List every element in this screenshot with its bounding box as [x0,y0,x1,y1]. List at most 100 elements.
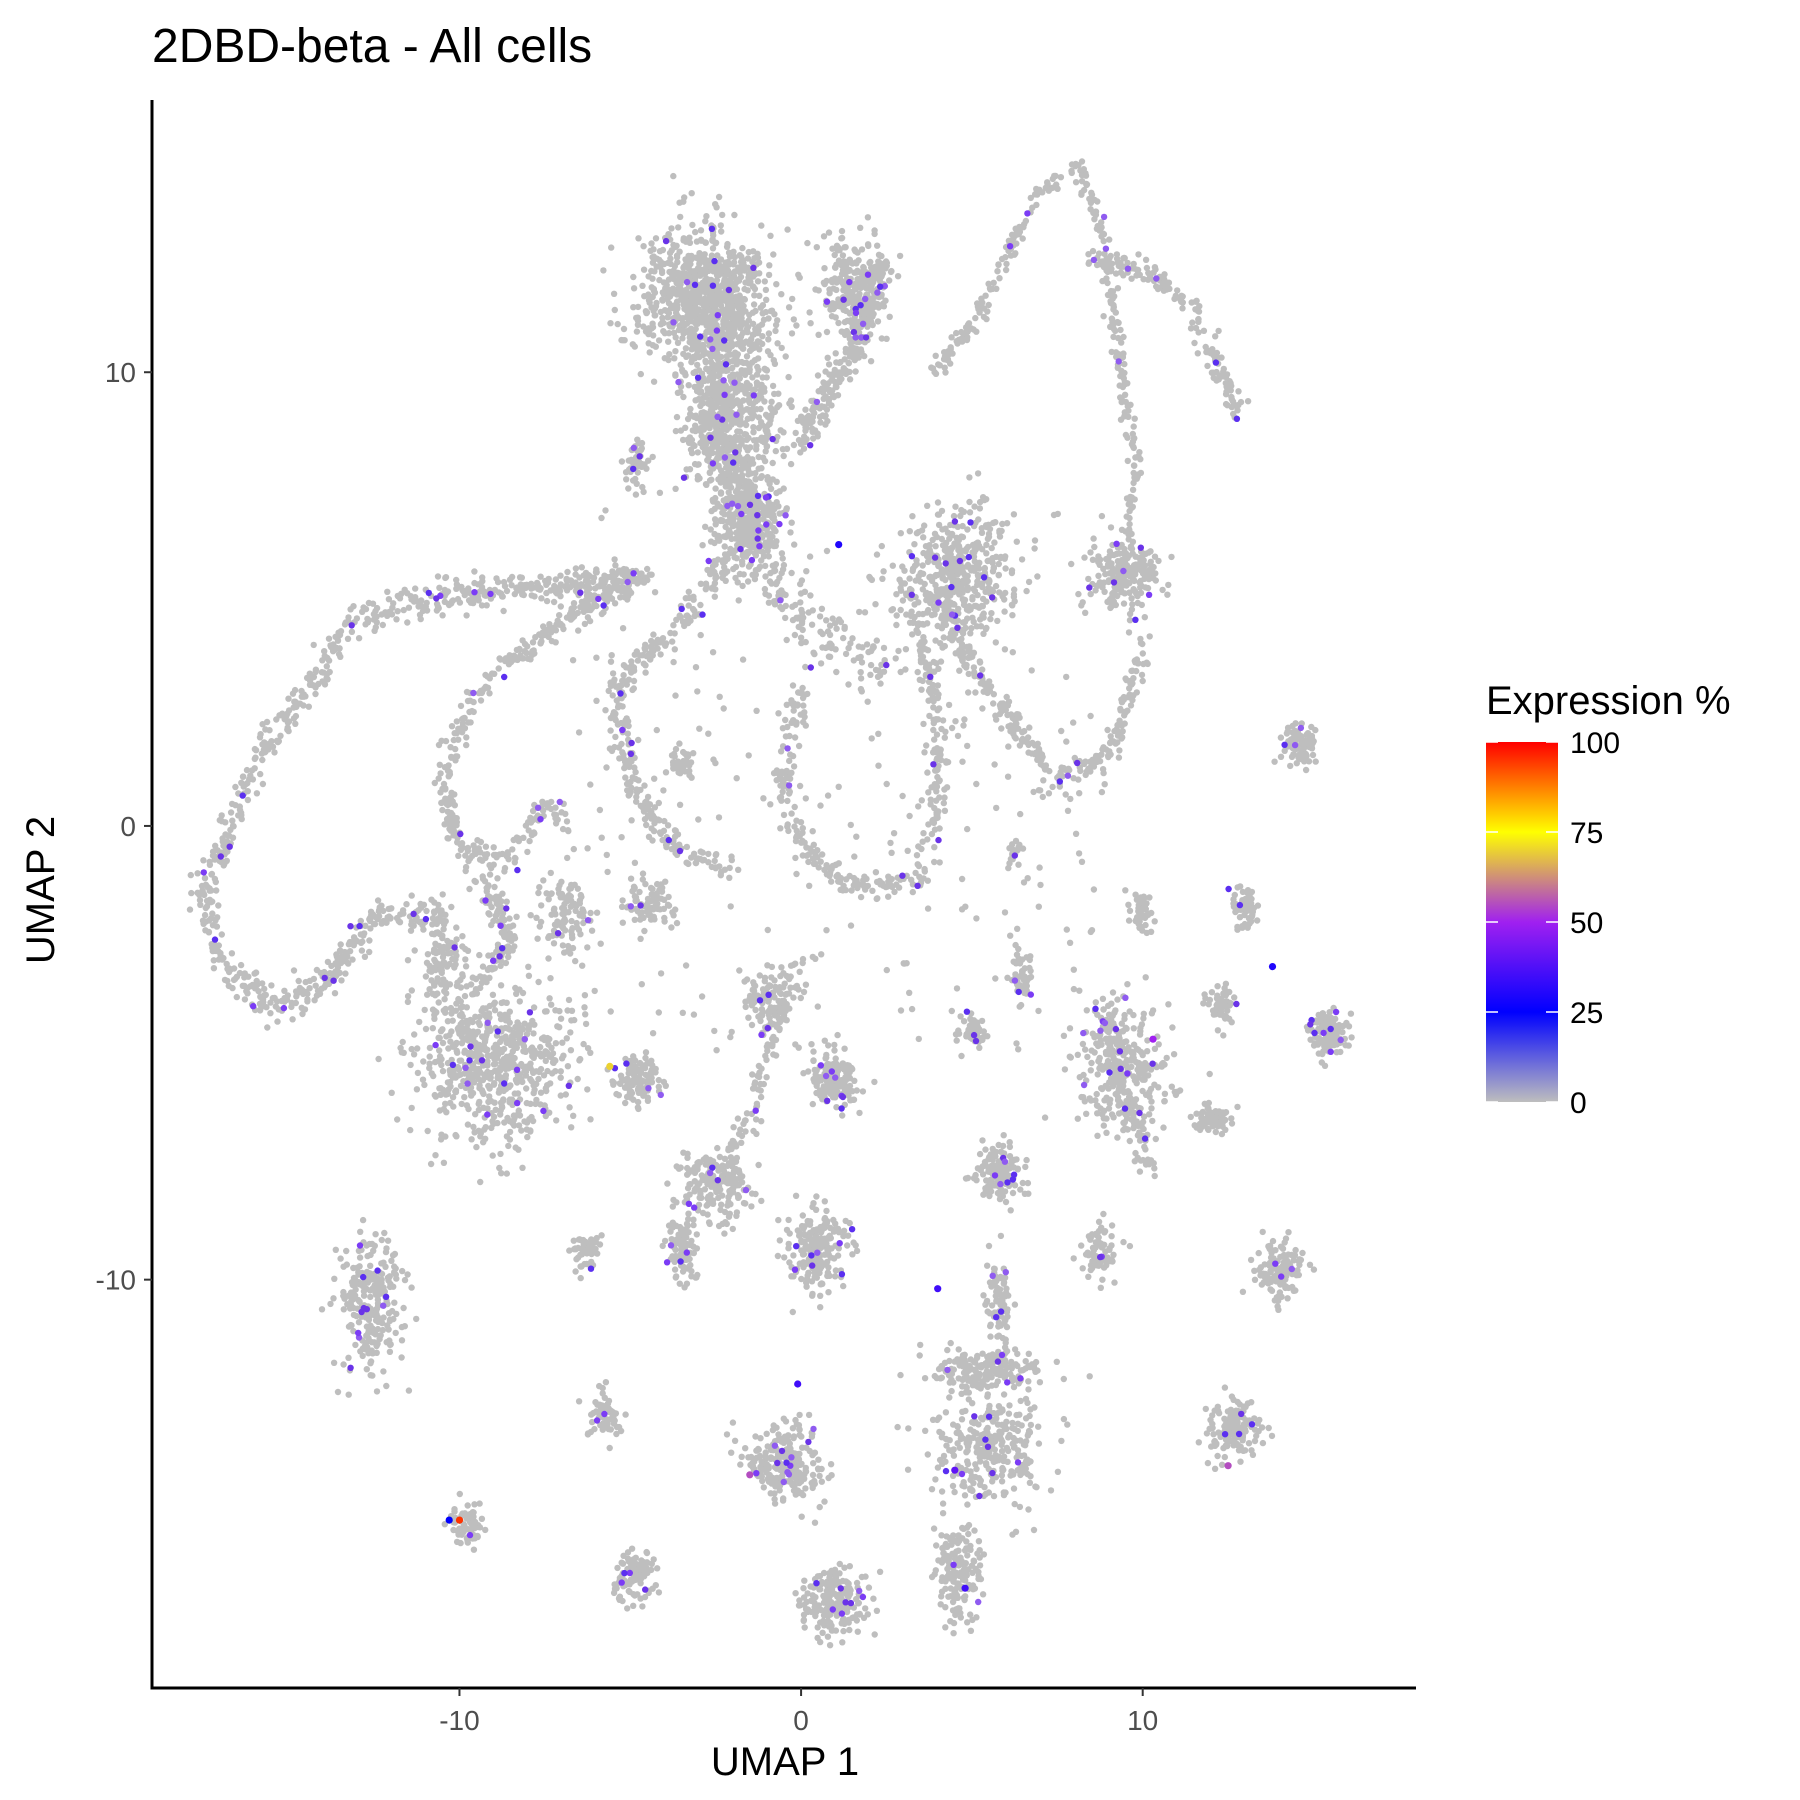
cell-point [776,1237,783,1244]
cell-point [727,530,734,537]
cell-point [699,308,707,315]
cell-point [811,1078,818,1085]
cell-point [473,1143,480,1151]
cell-point [824,1235,831,1242]
cell-point [739,244,746,252]
cell-point [1000,1491,1008,1499]
cell-point [991,1446,998,1453]
cell-point [1085,575,1092,583]
cell-point [1109,590,1116,597]
cell-point [528,1044,536,1051]
cell-point [969,1569,976,1577]
cell-point [1001,596,1008,603]
cell-point [613,1090,620,1098]
cell-point [357,1228,364,1236]
cell-point [559,1039,566,1046]
cell-point [764,474,771,481]
cell-point [526,1116,533,1123]
cell-point [971,1527,978,1534]
cell-point [760,1484,767,1491]
cell-point [750,411,757,418]
cell-point [482,1135,489,1143]
cell-point [735,334,742,341]
cell-point [686,239,694,246]
cell-point [687,316,694,323]
cell-point [388,1089,395,1097]
cell-point [809,1100,816,1108]
cell-point [707,526,714,533]
cell-point [874,318,882,325]
cell-point [959,1383,966,1390]
cell-point [943,1533,950,1540]
cell-point [530,1004,538,1011]
cell-point [474,1067,481,1074]
cell-point [733,293,740,300]
cell-point [751,292,758,299]
cell-point [477,1178,484,1186]
cell-point [950,1569,957,1577]
cell-point [845,1073,852,1080]
cell-point [365,1328,372,1335]
cell-point [686,334,693,341]
cell-point [1112,601,1120,609]
cell-point [953,535,961,542]
cell-point [400,1304,407,1312]
cell-point [833,279,840,286]
cell-point [673,252,681,259]
cell-point [746,398,753,405]
cell-point [386,1348,394,1356]
cell-point [762,286,770,294]
cell-point [332,1246,339,1254]
cell-point [367,1262,374,1270]
cell-point [933,1542,940,1549]
cell-point [741,285,748,293]
cell-point [756,270,763,277]
cell-point [537,1065,545,1073]
cell-point [516,986,523,993]
cell-point [737,1461,744,1468]
cell-point [867,358,875,365]
cell-point [685,382,692,389]
cell-point [788,1273,795,1280]
cell-point [600,267,607,274]
cell-point [820,233,828,240]
cell-point [408,1284,415,1291]
cell-point [844,1062,851,1069]
cell-point [976,1562,984,1569]
cell-point [772,447,779,455]
cell-point [815,287,822,294]
cell-point [386,1317,394,1325]
cell-point [482,1033,489,1041]
cell-point [996,527,1003,534]
cell-point [440,1159,448,1167]
cell-point [800,1585,807,1592]
cell-point [663,281,670,289]
cell-point [1012,1361,1019,1368]
cell-point [1010,1485,1018,1492]
cell-point [1027,1406,1034,1413]
cell-point [1035,1440,1043,1447]
cell-point [783,1226,791,1234]
cell-point [841,270,849,278]
cell-point [570,1112,577,1120]
cell-point [718,228,725,235]
cell-point [786,1259,793,1266]
cell-point [452,1131,459,1139]
cell-point [757,474,765,481]
cell-point [1027,1421,1035,1429]
cell-point [982,1460,990,1467]
cell-point [557,1068,564,1075]
cell-point [472,1111,479,1118]
cell-point [1150,563,1157,571]
cell-point [761,457,769,465]
cell-point [1125,629,1133,636]
cell-point [759,302,767,309]
cell-point [724,258,732,266]
cell-point [587,1116,594,1123]
cell-point [922,1427,929,1435]
cell-point [839,1112,846,1119]
cell-point [683,288,690,296]
cell-point [696,272,704,279]
cell-point [1047,1487,1055,1494]
cell-point [984,1262,991,1269]
